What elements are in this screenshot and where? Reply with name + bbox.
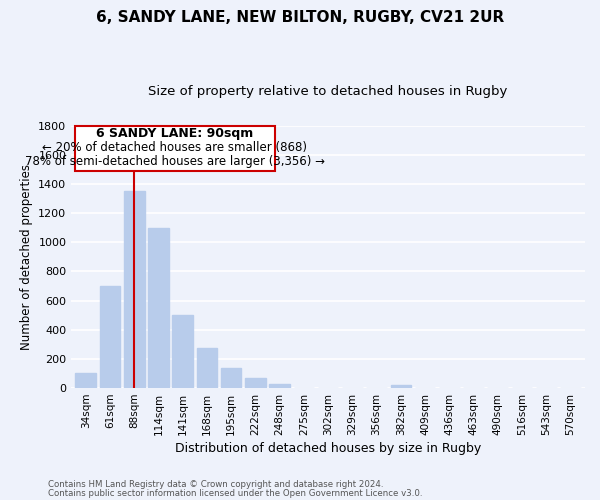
Bar xyxy=(245,378,266,388)
Text: 6, SANDY LANE, NEW BILTON, RUGBY, CV21 2UR: 6, SANDY LANE, NEW BILTON, RUGBY, CV21 2… xyxy=(96,10,504,25)
FancyBboxPatch shape xyxy=(75,126,275,171)
Bar xyxy=(197,348,217,388)
X-axis label: Distribution of detached houses by size in Rugby: Distribution of detached houses by size … xyxy=(175,442,481,455)
Text: Contains HM Land Registry data © Crown copyright and database right 2024.: Contains HM Land Registry data © Crown c… xyxy=(48,480,383,489)
Text: 6 SANDY LANE: 90sqm: 6 SANDY LANE: 90sqm xyxy=(96,127,253,140)
Bar xyxy=(391,385,411,388)
Title: Size of property relative to detached houses in Rugby: Size of property relative to detached ho… xyxy=(148,85,508,98)
Bar xyxy=(124,191,145,388)
Bar xyxy=(148,228,169,388)
Bar xyxy=(100,286,121,388)
Y-axis label: Number of detached properties: Number of detached properties xyxy=(20,164,32,350)
Bar xyxy=(172,315,193,388)
Bar xyxy=(76,374,96,388)
Text: Contains public sector information licensed under the Open Government Licence v3: Contains public sector information licen… xyxy=(48,490,422,498)
Bar xyxy=(221,368,241,388)
Text: 78% of semi-detached houses are larger (3,356) →: 78% of semi-detached houses are larger (… xyxy=(25,154,325,168)
Text: ← 20% of detached houses are smaller (868): ← 20% of detached houses are smaller (86… xyxy=(43,141,307,154)
Bar xyxy=(269,384,290,388)
